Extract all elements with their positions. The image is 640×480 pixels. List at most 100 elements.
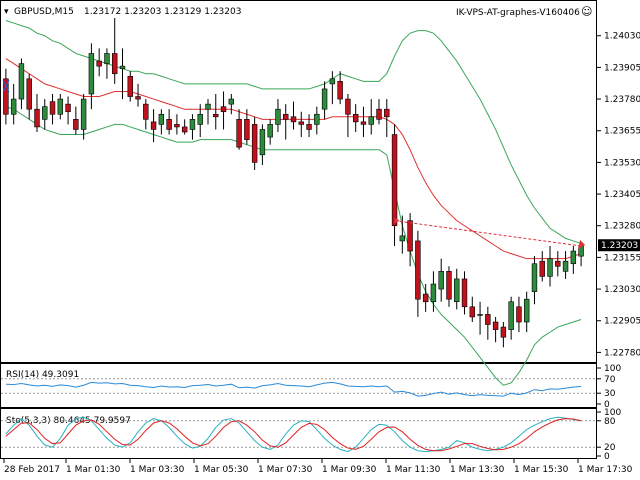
rsi-line [5, 381, 582, 397]
candle[interactable] [143, 99, 149, 130]
candle[interactable] [360, 106, 367, 138]
candle[interactable] [26, 73, 32, 120]
candle[interactable] [547, 246, 553, 287]
candle[interactable] [454, 268, 460, 310]
candle[interactable] [42, 99, 48, 130]
candle-body [430, 283, 437, 303]
candle[interactable] [352, 104, 359, 132]
sto-tick-label: 80 [604, 417, 616, 427]
candle[interactable] [65, 96, 71, 125]
candle[interactable] [422, 284, 429, 312]
price-tick-label: 1.23280 [604, 222, 640, 232]
candle[interactable] [337, 71, 343, 105]
candle[interactable] [251, 116, 258, 170]
candle[interactable] [80, 94, 87, 140]
candle-body [321, 88, 328, 110]
candle[interactable] [469, 296, 475, 322]
candle[interactable] [112, 18, 118, 84]
candle[interactable] [220, 91, 227, 130]
candle[interactable] [516, 296, 522, 333]
candle[interactable] [368, 99, 374, 135]
candle[interactable] [407, 213, 413, 267]
candle[interactable] [158, 109, 165, 135]
candle-body [485, 314, 491, 325]
sto-main-line [5, 416, 582, 453]
candle[interactable] [555, 251, 561, 277]
candle[interactable] [267, 119, 273, 145]
candle[interactable] [18, 58, 25, 110]
candle[interactable] [438, 258, 444, 302]
candle-body [407, 220, 413, 252]
candle-body [18, 63, 25, 100]
candle[interactable] [523, 291, 530, 333]
smiley-icon: ☺ [581, 5, 592, 18]
chart-arrow-icon: ▾ [4, 7, 9, 17]
candle[interactable] [570, 246, 577, 274]
candle[interactable] [244, 109, 250, 145]
time-tick-label: 1 Mar 17:30 [578, 465, 633, 475]
candle[interactable] [485, 306, 491, 340]
candle[interactable] [275, 99, 281, 132]
candle[interactable] [213, 94, 219, 130]
candle[interactable] [205, 99, 211, 125]
candle[interactable] [539, 251, 545, 282]
price-tick-label: 1.23030 [604, 285, 640, 295]
candle[interactable] [189, 114, 196, 140]
candle[interactable] [283, 104, 289, 140]
candle[interactable] [3, 68, 9, 125]
candle[interactable] [477, 301, 483, 335]
candle[interactable] [181, 119, 188, 135]
candle[interactable] [57, 94, 64, 120]
candle[interactable] [562, 251, 569, 279]
candle[interactable] [34, 94, 40, 132]
candle[interactable] [508, 296, 514, 340]
ohlc-values: 1.23172 1.23203 1.23129 1.23203 [84, 7, 241, 17]
candle[interactable] [298, 111, 304, 138]
candle-body [399, 235, 406, 242]
candle-body [49, 101, 56, 115]
candle[interactable] [150, 109, 157, 143]
candle[interactable] [290, 101, 297, 130]
candle[interactable] [345, 94, 351, 138]
candle[interactable] [391, 124, 398, 246]
candle[interactable] [174, 114, 180, 135]
time-tick-label: 1 Mar 13:30 [450, 465, 505, 475]
candle[interactable] [197, 104, 203, 138]
candle[interactable] [446, 266, 452, 307]
candle[interactable] [104, 48, 110, 79]
candle[interactable] [430, 271, 437, 312]
candle[interactable] [314, 106, 320, 135]
candle[interactable] [88, 43, 95, 110]
candle[interactable] [127, 71, 133, 102]
candle-body [555, 260, 561, 267]
candle-body [384, 108, 390, 118]
rsi-tick-label: 70 [604, 375, 616, 385]
candle[interactable] [415, 230, 421, 317]
candle[interactable] [236, 109, 242, 150]
candle[interactable] [10, 83, 17, 125]
candle[interactable] [306, 114, 312, 138]
candle[interactable] [321, 81, 328, 120]
candle[interactable] [531, 256, 538, 305]
candle[interactable] [461, 271, 468, 315]
rsi-tick-label: 0 [604, 400, 610, 410]
rsi-tick-label: 100 [604, 364, 621, 374]
candle-body [228, 98, 235, 105]
candle[interactable] [492, 316, 499, 343]
trend-arrow-line [394, 220, 582, 247]
trend-arrow-start-icon [394, 217, 400, 224]
candle-body [438, 271, 444, 290]
candle[interactable] [96, 48, 102, 77]
candle[interactable] [500, 322, 507, 348]
candle[interactable] [73, 106, 79, 135]
candle[interactable] [228, 94, 235, 115]
candle[interactable] [259, 124, 266, 165]
candle[interactable] [166, 109, 172, 135]
candle[interactable] [376, 99, 382, 125]
candle[interactable] [119, 48, 126, 100]
candle-body [205, 103, 211, 110]
candle[interactable] [384, 99, 390, 138]
candle[interactable] [135, 83, 141, 107]
candle[interactable] [329, 71, 336, 105]
candle[interactable] [49, 94, 56, 125]
